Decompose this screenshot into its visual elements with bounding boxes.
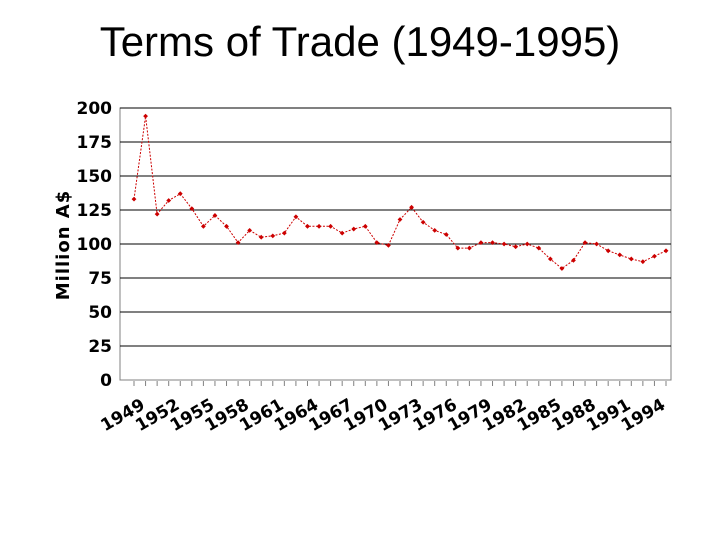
data-point [166,198,172,203]
data-point [270,233,276,239]
y-tick-label: 150 [77,167,113,187]
data-point [293,214,299,220]
y-tick-label: 125 [77,201,113,221]
data-point [455,245,461,251]
data-point [143,113,148,119]
data-point [443,232,449,237]
data-point [524,241,530,247]
data-point [328,223,334,229]
data-point [420,219,426,225]
data-point [316,223,322,229]
data-point [628,256,634,262]
data-point [177,191,183,197]
data-point [281,230,287,236]
data-point [247,228,253,233]
data-point [582,240,588,246]
data-point [536,245,542,251]
data-point [386,242,391,248]
data-point [617,252,623,258]
data-point [594,241,600,247]
data-point [258,234,264,240]
data-point [432,228,438,233]
data-point [235,240,241,246]
y-tick-label: 200 [77,99,113,119]
data-point [571,257,576,263]
x-tick-marks [133,381,667,386]
x-tick-labels: 1949195219551958196119641967197019731976… [98,395,670,436]
data-point [605,248,611,254]
data-point [513,244,519,250]
y-tick-label: 175 [77,133,113,153]
data-point [212,213,218,218]
data-point [397,217,403,222]
data-point [305,223,310,229]
gridlines [120,107,671,347]
data-point [362,223,368,229]
data-point [640,259,646,265]
y-tick-label: 75 [88,269,112,289]
data-point [490,240,495,246]
series-group [131,113,669,271]
y-tick-labels: 0 25 50 75 100 125 150 175 200 [77,99,113,391]
data-point [466,245,472,251]
y-tick-label: 25 [88,337,112,357]
data-point [189,206,195,212]
series-line [133,116,667,270]
data-point [501,241,507,247]
slide-title: Terms of Trade (1949-1995) [99,18,621,65]
data-point [339,230,345,236]
data-point [351,226,357,232]
data-point [663,248,669,254]
data-point [154,211,160,217]
data-point [652,253,657,259]
data-point [478,240,484,246]
y-tick-label: 50 [88,303,112,323]
data-point [409,204,414,210]
data-point [224,223,229,229]
data-point [374,240,380,246]
data-point [547,256,553,262]
data-point [200,223,206,229]
y-tick-label: 0 [100,371,112,391]
data-point [559,266,565,271]
y-tick-label: 100 [77,235,113,255]
data-point [131,196,137,202]
y-axis-label: Million A$ [53,190,74,301]
